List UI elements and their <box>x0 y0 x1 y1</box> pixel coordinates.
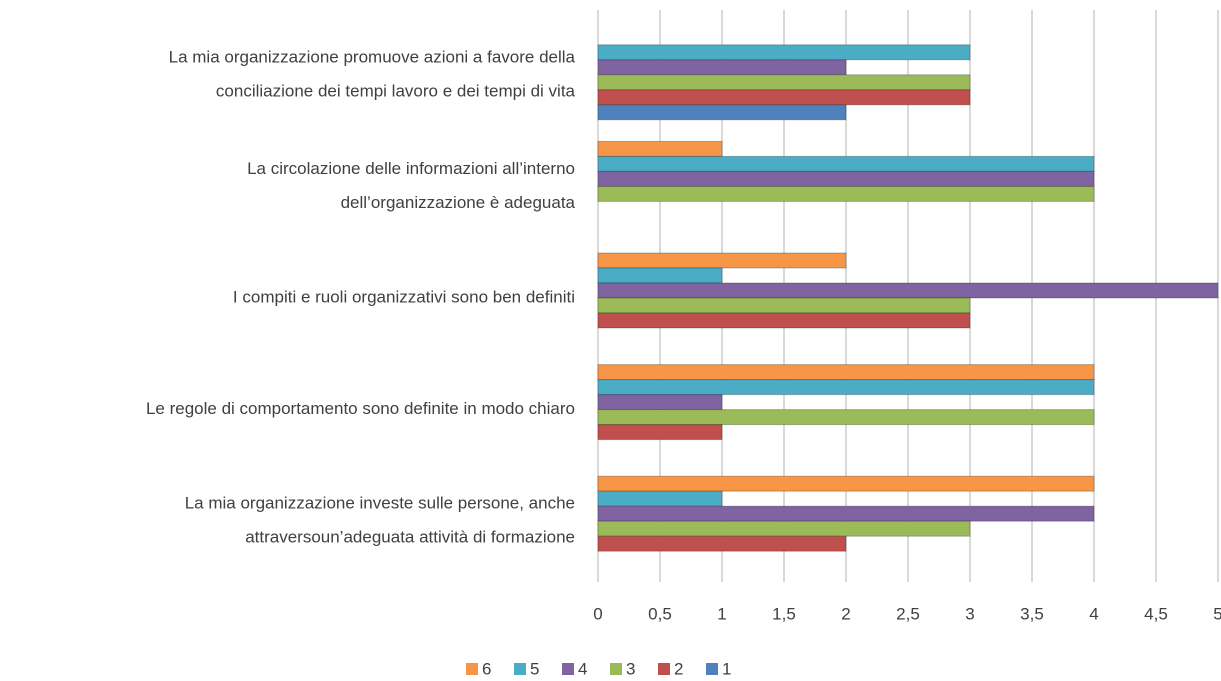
legend-swatch <box>658 663 670 675</box>
category-label: La mia organizzazione promuove azioni a … <box>169 47 576 66</box>
bar <box>597 520 971 537</box>
bar <box>597 252 847 269</box>
x-tick-label: 3,5 <box>1020 604 1044 623</box>
x-tick-label: 4 <box>1089 604 1098 623</box>
bar <box>597 394 723 411</box>
bar <box>597 104 847 121</box>
legend-label: 5 <box>530 659 539 678</box>
bar <box>597 59 847 76</box>
bar <box>597 282 1219 299</box>
legend-swatch <box>514 663 526 675</box>
bar <box>597 44 971 61</box>
bar <box>597 170 1095 187</box>
bar <box>597 475 1095 492</box>
bar <box>597 74 971 91</box>
bar <box>597 424 723 441</box>
legend-swatch <box>706 663 718 675</box>
category-label: Le regole di comportamento sono definite… <box>146 399 575 418</box>
legend-swatch <box>562 663 574 675</box>
category-label: La circolazione delle informazioni all’i… <box>247 159 575 178</box>
x-tick-label: 0 <box>593 604 602 623</box>
x-tick-label: 2,5 <box>896 604 920 623</box>
category-label: dell’organizzazione è adeguata <box>341 193 576 212</box>
legend-label: 6 <box>482 659 491 678</box>
x-tick-label: 1 <box>717 604 726 623</box>
category-label: I compiti e ruoli organizzativi sono ben… <box>233 287 575 306</box>
bar <box>597 312 971 329</box>
legend-label: 3 <box>626 659 635 678</box>
legend-swatch <box>466 663 478 675</box>
x-tick-label: 2 <box>841 604 850 623</box>
x-tick-label: 4,5 <box>1144 604 1168 623</box>
category-label: La mia organizzazione investe sulle pers… <box>185 494 575 513</box>
bar <box>597 155 1095 172</box>
category-label: attraversoun’adeguata attività di formaz… <box>245 528 575 547</box>
bar <box>597 505 1095 522</box>
bar <box>597 535 847 552</box>
x-tick-label: 0,5 <box>648 604 672 623</box>
bar <box>597 490 723 507</box>
bar <box>597 297 971 314</box>
x-tick-label: 3 <box>965 604 974 623</box>
bar <box>597 379 1095 396</box>
bar <box>597 140 723 157</box>
legend-swatch <box>610 663 622 675</box>
legend-label: 2 <box>674 659 683 678</box>
bar <box>597 267 723 284</box>
bar <box>597 89 971 106</box>
legend-label: 1 <box>722 659 731 678</box>
x-tick-label: 5 <box>1213 604 1221 623</box>
legend-label: 4 <box>578 659 587 678</box>
bar <box>597 364 1095 381</box>
bar <box>597 409 1095 426</box>
category-label: conciliazione dei tempi lavoro e dei tem… <box>216 81 576 100</box>
bar <box>597 185 1095 202</box>
x-tick-label: 1,5 <box>772 604 796 623</box>
